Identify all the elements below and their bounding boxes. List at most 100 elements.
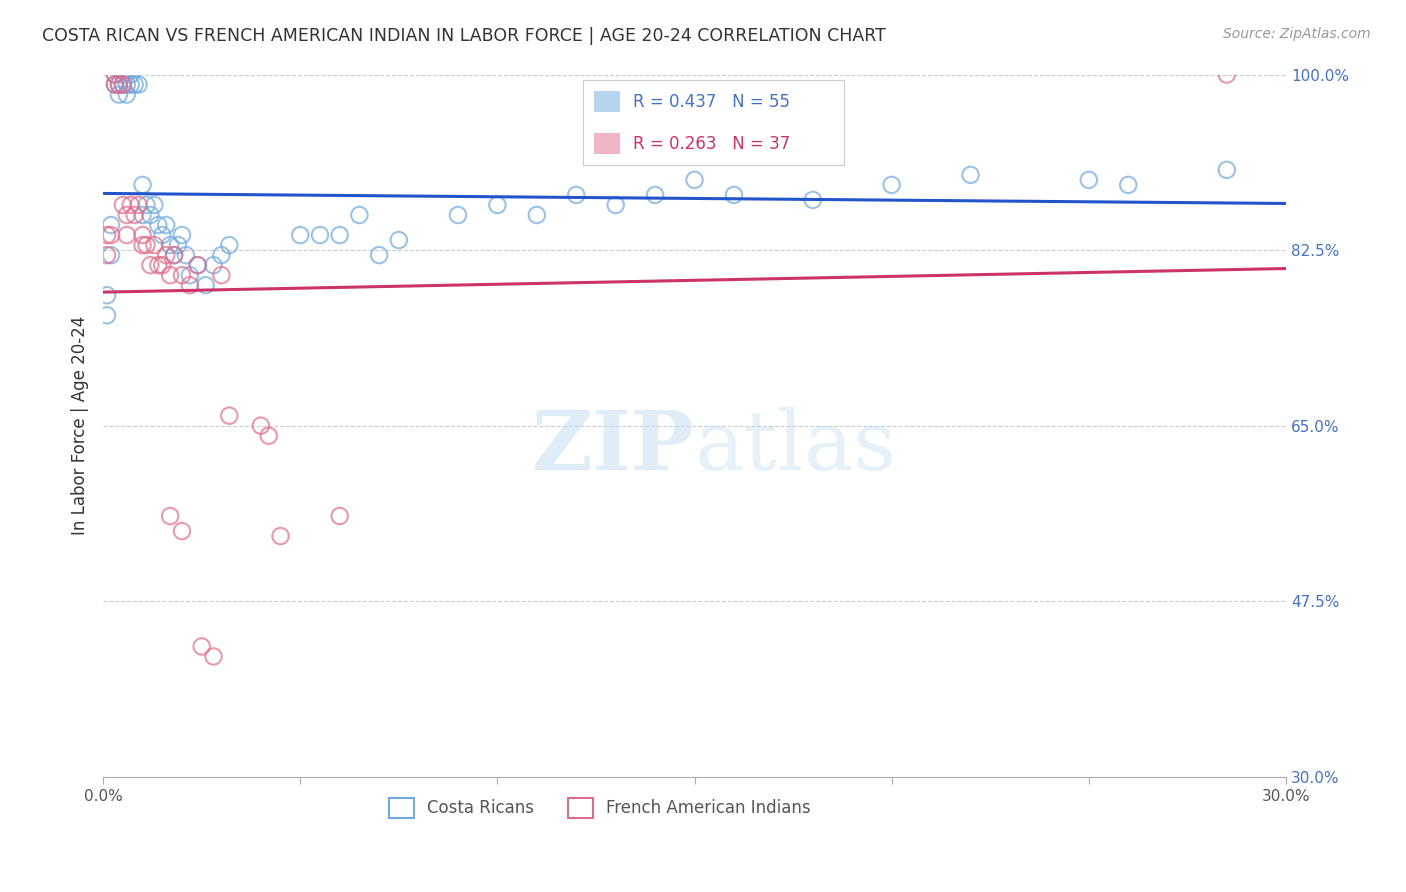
Point xyxy=(1216,68,1239,82)
Point xyxy=(209,268,232,283)
Point xyxy=(565,188,588,202)
Y-axis label: In Labor Force | Age 20-24: In Labor Force | Age 20-24 xyxy=(72,316,89,535)
Point xyxy=(131,228,153,243)
Legend: Costa Ricans, French American Indians: Costa Ricans, French American Indians xyxy=(382,791,817,825)
Text: R = 0.437   N = 55: R = 0.437 N = 55 xyxy=(633,94,790,112)
Point xyxy=(131,178,153,192)
Point xyxy=(111,68,134,82)
Point xyxy=(115,228,138,243)
Point xyxy=(179,268,201,283)
Point xyxy=(218,409,240,423)
Point xyxy=(526,208,548,222)
Point xyxy=(605,198,627,212)
Point xyxy=(155,248,177,262)
Point xyxy=(218,238,240,252)
Point xyxy=(143,238,166,252)
Point xyxy=(108,78,131,92)
Point xyxy=(124,208,146,222)
Point xyxy=(257,428,280,442)
Point xyxy=(368,248,391,262)
Point xyxy=(486,198,509,212)
Point xyxy=(329,508,352,523)
Point xyxy=(128,198,150,212)
Point xyxy=(202,649,225,664)
Point xyxy=(135,238,157,252)
Point xyxy=(163,248,186,262)
Text: Source: ZipAtlas.com: Source: ZipAtlas.com xyxy=(1223,27,1371,41)
Point xyxy=(1116,178,1139,192)
Text: atlas: atlas xyxy=(695,407,897,487)
Point xyxy=(170,228,193,243)
Point xyxy=(100,248,122,262)
Point xyxy=(111,78,134,92)
Text: ZIP: ZIP xyxy=(531,407,695,487)
Point xyxy=(120,78,142,92)
Point xyxy=(115,87,138,102)
Point xyxy=(723,188,745,202)
Point xyxy=(96,228,118,243)
Point xyxy=(190,640,212,654)
Point xyxy=(135,198,157,212)
Point xyxy=(148,258,170,272)
Point xyxy=(104,78,127,92)
Point xyxy=(128,78,150,92)
Point xyxy=(111,78,134,92)
Point xyxy=(159,268,181,283)
Point xyxy=(447,208,470,222)
Point xyxy=(159,508,181,523)
Point xyxy=(139,258,162,272)
FancyBboxPatch shape xyxy=(593,91,620,112)
Point xyxy=(202,258,225,272)
Point xyxy=(108,87,131,102)
Point xyxy=(959,168,981,182)
Point xyxy=(96,288,118,302)
Point xyxy=(115,208,138,222)
Point xyxy=(150,228,173,243)
Text: COSTA RICAN VS FRENCH AMERICAN INDIAN IN LABOR FORCE | AGE 20-24 CORRELATION CHA: COSTA RICAN VS FRENCH AMERICAN INDIAN IN… xyxy=(42,27,886,45)
Point xyxy=(309,228,332,243)
Point xyxy=(290,228,312,243)
Point xyxy=(115,78,138,92)
Point xyxy=(96,309,118,323)
Point xyxy=(150,258,173,272)
Point xyxy=(143,198,166,212)
Point xyxy=(880,178,903,192)
Point xyxy=(148,218,170,232)
Point xyxy=(187,258,209,272)
Point xyxy=(170,268,193,283)
Point xyxy=(174,248,197,262)
Point xyxy=(120,198,142,212)
Point xyxy=(1216,162,1239,177)
Point xyxy=(96,248,118,262)
Point xyxy=(104,78,127,92)
Point xyxy=(209,248,232,262)
Point xyxy=(644,188,666,202)
Point xyxy=(683,173,706,187)
Point xyxy=(159,238,181,252)
Point xyxy=(250,418,273,433)
Point xyxy=(124,78,146,92)
Point xyxy=(167,238,190,252)
Point xyxy=(100,228,122,243)
FancyBboxPatch shape xyxy=(593,133,620,154)
Point xyxy=(349,208,371,222)
Point xyxy=(801,193,824,207)
Point xyxy=(100,218,122,232)
Point xyxy=(131,208,153,222)
Point xyxy=(120,68,142,82)
Point xyxy=(388,233,411,247)
Point xyxy=(139,208,162,222)
Point xyxy=(329,228,352,243)
Point xyxy=(108,78,131,92)
Point xyxy=(270,529,292,543)
Point xyxy=(104,68,127,82)
Point xyxy=(1077,173,1099,187)
Point xyxy=(131,238,153,252)
Text: R = 0.263   N = 37: R = 0.263 N = 37 xyxy=(633,135,790,153)
Point xyxy=(155,218,177,232)
Point xyxy=(187,258,209,272)
Point xyxy=(111,198,134,212)
Point xyxy=(163,248,186,262)
Point xyxy=(194,278,217,293)
Point xyxy=(179,278,201,293)
